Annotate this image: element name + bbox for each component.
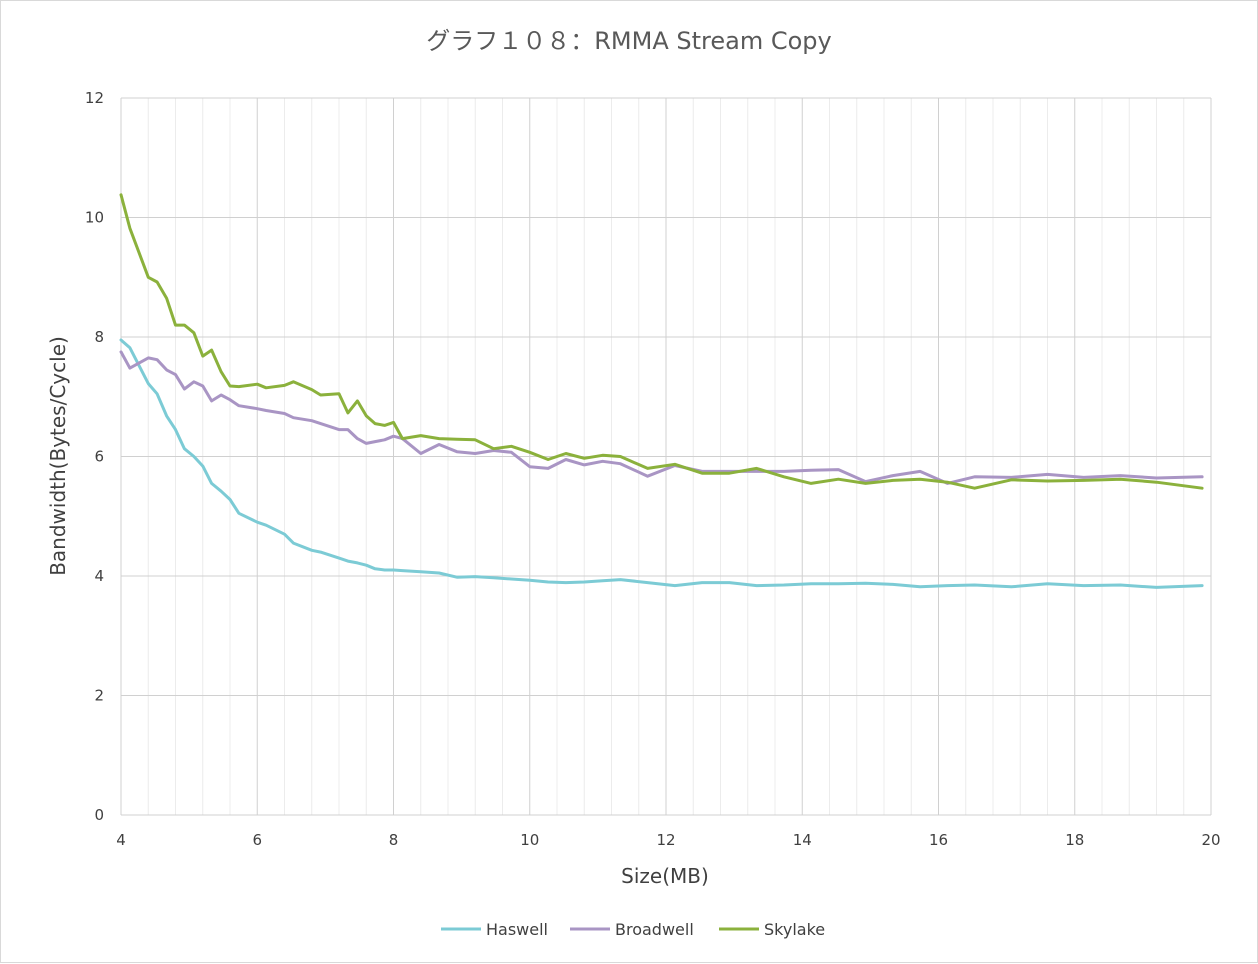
series-line-broadwell <box>119 350 1204 485</box>
legend-item-skylake: Skylake <box>719 920 825 939</box>
major-gridlines <box>120 97 1212 816</box>
y-tick-label: 8 <box>94 328 104 346</box>
y-axis-title: Bandwidth(Bytes/Cycle) <box>46 336 70 576</box>
x-tick-label: 16 <box>929 831 948 849</box>
chart-title: グラフ１０８：RMMA Stream Copy <box>426 27 831 55</box>
legend-item-haswell: Haswell <box>441 920 548 939</box>
series-lines <box>119 193 1204 589</box>
y-tick-label: 4 <box>94 567 104 585</box>
x-tick-label: 6 <box>252 831 262 849</box>
legend-item-broadwell: Broadwell <box>570 920 694 939</box>
x-axis-title: Size(MB) <box>621 864 709 888</box>
legend-label: Skylake <box>764 920 825 939</box>
y-tick-label: 0 <box>94 806 104 824</box>
y-tick-label: 2 <box>94 687 104 705</box>
y-tick-label: 6 <box>94 448 104 466</box>
y-tick-label: 10 <box>85 209 104 227</box>
x-tick-label: 20 <box>1201 831 1220 849</box>
x-tick-label: 10 <box>520 831 539 849</box>
x-tick-label: 14 <box>793 831 812 849</box>
legend: Haswell Broadwell Skylake <box>441 920 825 939</box>
legend-label: Broadwell <box>615 920 694 939</box>
y-tick-label: 12 <box>85 89 104 107</box>
x-tick-label: 12 <box>656 831 675 849</box>
x-tick-label: 18 <box>1065 831 1084 849</box>
series-line-haswell <box>119 338 1204 589</box>
x-tick-label: 4 <box>116 831 126 849</box>
x-tick-label: 8 <box>389 831 399 849</box>
y-tick-labels: 0 2 4 6 8 10 12 <box>85 89 104 824</box>
legend-label: Haswell <box>486 920 548 939</box>
x-tick-labels: 4 6 8 10 12 14 16 18 20 <box>116 831 1220 849</box>
series-line-skylake <box>119 193 1204 490</box>
